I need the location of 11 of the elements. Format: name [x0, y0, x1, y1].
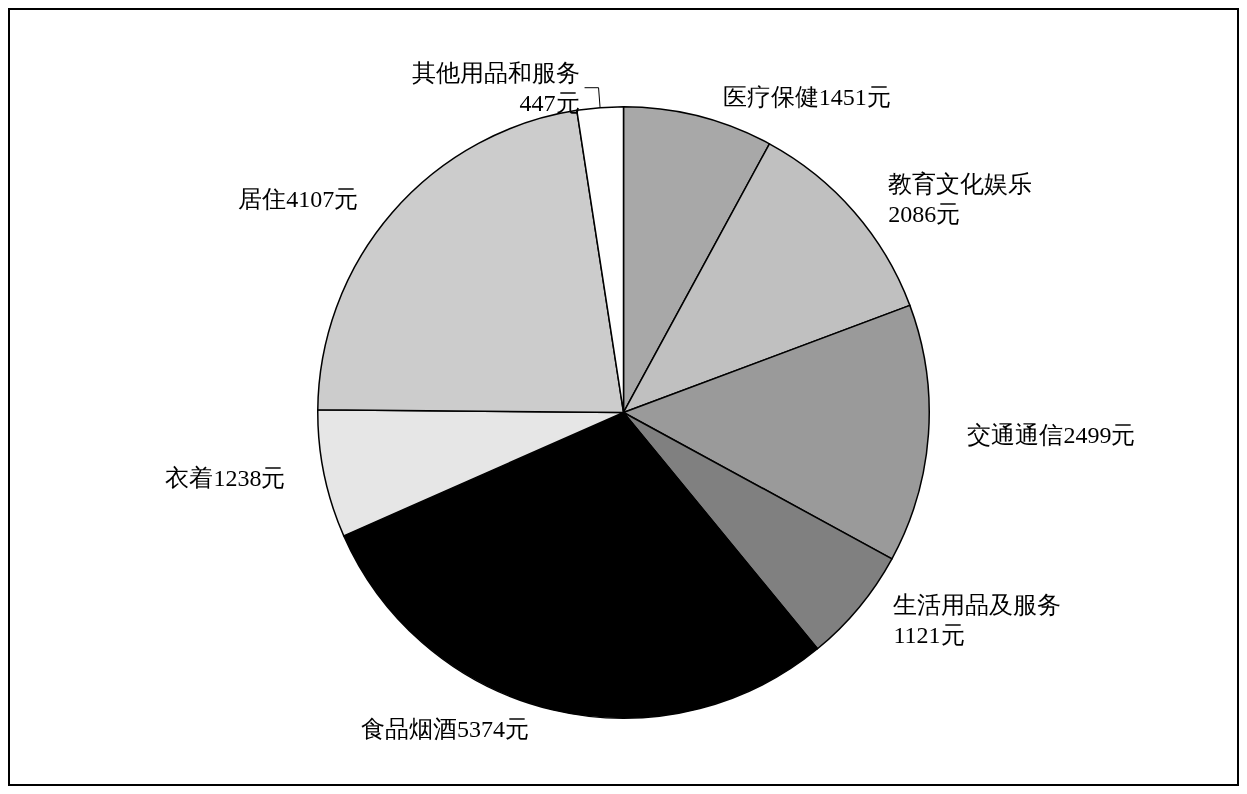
data-label: 2086元 — [888, 200, 961, 227]
data-label: 447元 — [519, 89, 580, 116]
slice-label: 生活用品及服务 — [893, 592, 1062, 619]
slice-label: 居住4107元 — [238, 186, 359, 213]
slice-label: 其他用品和服务 — [411, 59, 580, 86]
slice-label: 医疗保健1451元 — [722, 83, 891, 110]
slice-label: 食品烟酒5374元 — [360, 716, 529, 743]
slice-label: 衣着1238元 — [165, 465, 286, 492]
data-label: 1121元 — [893, 622, 965, 649]
slice-label: 教育文化娱乐 — [888, 170, 1033, 197]
slice-label: 交通通信2499元 — [967, 422, 1136, 449]
